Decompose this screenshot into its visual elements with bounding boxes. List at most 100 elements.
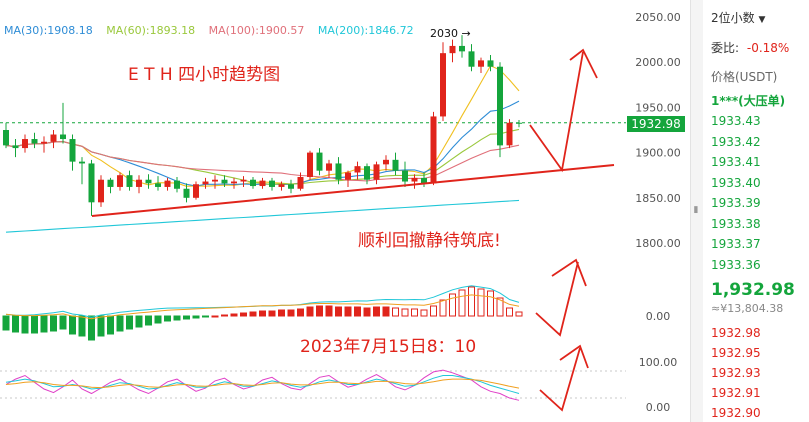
- kdj-arrow-head: [559, 344, 589, 369]
- bid-price-row[interactable]: 1933.36: [711, 257, 761, 272]
- macd-bar: [126, 315, 133, 330]
- macd-bar: [496, 297, 504, 317]
- candle: [269, 177, 275, 191]
- candle-body: [383, 159, 389, 165]
- macd-bar: [2, 315, 10, 331]
- candle-body: [459, 45, 465, 52]
- ask-price-row[interactable]: 1932.98: [711, 326, 761, 340]
- bid-price-row[interactable]: 1933.43: [711, 114, 761, 128]
- candle-body: [145, 179, 152, 184]
- macd-bar: [278, 309, 285, 317]
- candle: [345, 170, 351, 187]
- candle: [145, 174, 152, 189]
- candle: [278, 181, 285, 191]
- candle-body: [335, 163, 342, 180]
- bid-price-row[interactable]: 1933.41: [711, 155, 761, 169]
- candle: [212, 175, 218, 189]
- candle-body: [421, 177, 427, 184]
- candle: [88, 159, 95, 216]
- ma200-legend: MA(200):1846.72: [317, 24, 414, 37]
- ask-price-row[interactable]: 1932.93: [711, 366, 761, 380]
- macd-bar: [259, 310, 266, 317]
- candle: [373, 161, 380, 185]
- macd-forecast-arrow: [535, 261, 579, 337]
- macd-bar: [420, 309, 428, 317]
- candle: [126, 170, 133, 191]
- macd-bar: [487, 290, 494, 317]
- macd-bar: [145, 315, 152, 326]
- candle: [117, 172, 123, 191]
- candle: [164, 177, 171, 191]
- ask-price-row[interactable]: 1932.90: [711, 406, 761, 420]
- macd-bar: [354, 306, 361, 317]
- candle-body: [259, 180, 266, 187]
- macd-bar: [439, 299, 447, 317]
- collapse-handle-icon[interactable]: ▮: [693, 205, 699, 215]
- candle-body: [373, 164, 380, 180]
- chevron-down-icon: ▼: [758, 15, 766, 25]
- kdj-line-0: [5, 369, 520, 401]
- candle-body: [174, 180, 180, 189]
- bid-price-row[interactable]: 1933.37: [711, 237, 761, 251]
- candle-body: [278, 184, 285, 187]
- ma30-legend: MA(30):1908.18: [4, 24, 93, 37]
- macd-bar: [183, 315, 190, 320]
- candle: [231, 177, 237, 189]
- candle-body: [12, 145, 19, 149]
- candle: [31, 132, 38, 149]
- candle: [506, 119, 513, 149]
- precision-select[interactable]: 2位小数 ▼: [711, 9, 765, 26]
- date-annotation: 2023年7月15日8：10: [300, 337, 477, 357]
- macd-bar: [107, 315, 114, 335]
- candle: [107, 177, 114, 194]
- macd-bar: [249, 311, 257, 317]
- candle-body: [440, 53, 446, 117]
- candle-body: [288, 184, 294, 189]
- eth-4h-chart[interactable]: 0.00 100.00 0.00 2050.00 2000.00 1950.00 190…: [0, 0, 700, 422]
- macd-bar: [78, 315, 86, 337]
- pullback-note-annotation: 顺利回撤静待筑底!: [358, 231, 501, 251]
- candle-body: [69, 139, 76, 162]
- macd-bar: [468, 286, 475, 317]
- last-price: 1,932.98: [711, 280, 795, 300]
- candle-body: [345, 172, 351, 180]
- candle: [478, 57, 484, 74]
- ma-legend: MA(30):1908.18 MA(60):1893.18 MA(100):19…: [4, 24, 424, 37]
- candle-body: [31, 139, 38, 144]
- macd-bar: [297, 308, 304, 317]
- price-tick-label: 1900.00: [635, 147, 681, 160]
- macd-bar: [392, 307, 399, 317]
- peak-label: 2030 →: [430, 27, 471, 40]
- candle-body: [250, 179, 256, 187]
- macd-bar: [335, 306, 342, 317]
- candle: [22, 134, 28, 153]
- bid-price-row[interactable]: 1933.38: [711, 216, 761, 231]
- macd-bar: [449, 293, 456, 317]
- panel-divider[interactable]: [690, 0, 703, 422]
- macd-bar: [240, 312, 247, 317]
- macd-bar: [40, 315, 48, 333]
- bid-price-row[interactable]: 1933.40: [711, 175, 761, 190]
- ask-price-row[interactable]: 1932.91: [711, 386, 761, 400]
- candle-body: [269, 180, 275, 187]
- candle: [487, 54, 494, 72]
- ma100-line: [5, 141, 520, 182]
- bid-price-row[interactable]: 1933.42: [711, 134, 761, 149]
- big-order-label[interactable]: 1***(大压单): [711, 94, 786, 108]
- candle-body: [107, 179, 114, 187]
- candle: [354, 161, 361, 180]
- candle-body: [50, 134, 57, 142]
- price-axis: 2050.00 2000.00 1950.00 1900.00 1850.00 1800.…: [635, 11, 681, 250]
- macd-bar: [363, 307, 371, 317]
- ma60-legend: MA(60):1893.18: [106, 24, 196, 37]
- candle-body: [79, 161, 85, 164]
- macd-arrow-head: [551, 258, 587, 287]
- price-tick-label: 1800.00: [635, 237, 681, 250]
- kdj-tick-label: 0.00: [646, 401, 671, 414]
- macd-bar: [173, 315, 181, 321]
- ask-price-row[interactable]: 1932.95: [711, 346, 761, 360]
- macd-bar: [211, 315, 219, 318]
- bid-price-row[interactable]: 1933.39: [711, 196, 761, 210]
- candle-body: [164, 180, 171, 187]
- macd-bar: [230, 313, 238, 317]
